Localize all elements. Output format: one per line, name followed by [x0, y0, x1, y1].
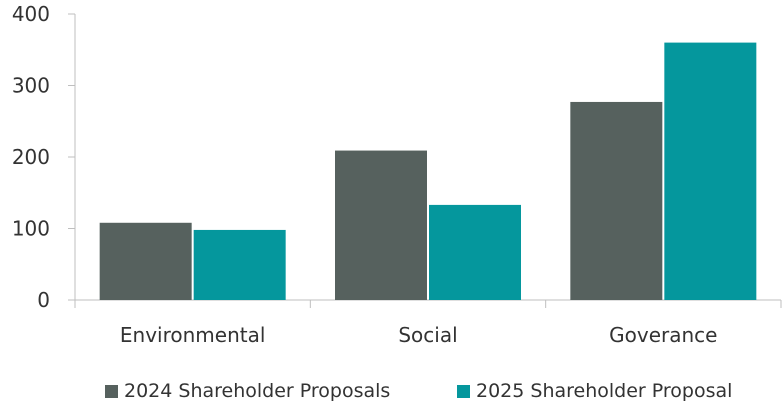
- legend-label: 2024 Shareholder Proposals: [124, 380, 390, 402]
- bar-series-2-goverance: [664, 42, 757, 300]
- bar-series-1-environmental: [99, 222, 192, 300]
- legend-swatch: [105, 385, 118, 398]
- bar-series-1-goverance: [570, 101, 663, 300]
- y-tick-label: 100: [12, 217, 50, 241]
- legend: 2024 Shareholder Proposals 2025 Sharehold…: [105, 380, 732, 402]
- x-axis: Environmental Social Goverance: [74, 299, 782, 347]
- bar-series-1-social: [335, 150, 427, 300]
- y-tick-label: 400: [12, 2, 50, 26]
- bar-series-2-social: [429, 204, 521, 300]
- y-axis: 0 100 200 300 400: [12, 2, 76, 312]
- legend-label: 2025 Shareholder Proposal: [476, 380, 732, 402]
- bars: [99, 42, 757, 300]
- y-tick-label: 0: [37, 288, 50, 312]
- y-tick-label: 300: [12, 74, 50, 98]
- x-category-label: Goverance: [609, 323, 717, 347]
- y-tick-label: 200: [12, 145, 50, 169]
- x-category-label: Environmental: [120, 323, 266, 347]
- x-category-label: Social: [398, 323, 457, 347]
- bar-series-2-environmental: [193, 229, 286, 300]
- legend-swatch: [457, 385, 470, 398]
